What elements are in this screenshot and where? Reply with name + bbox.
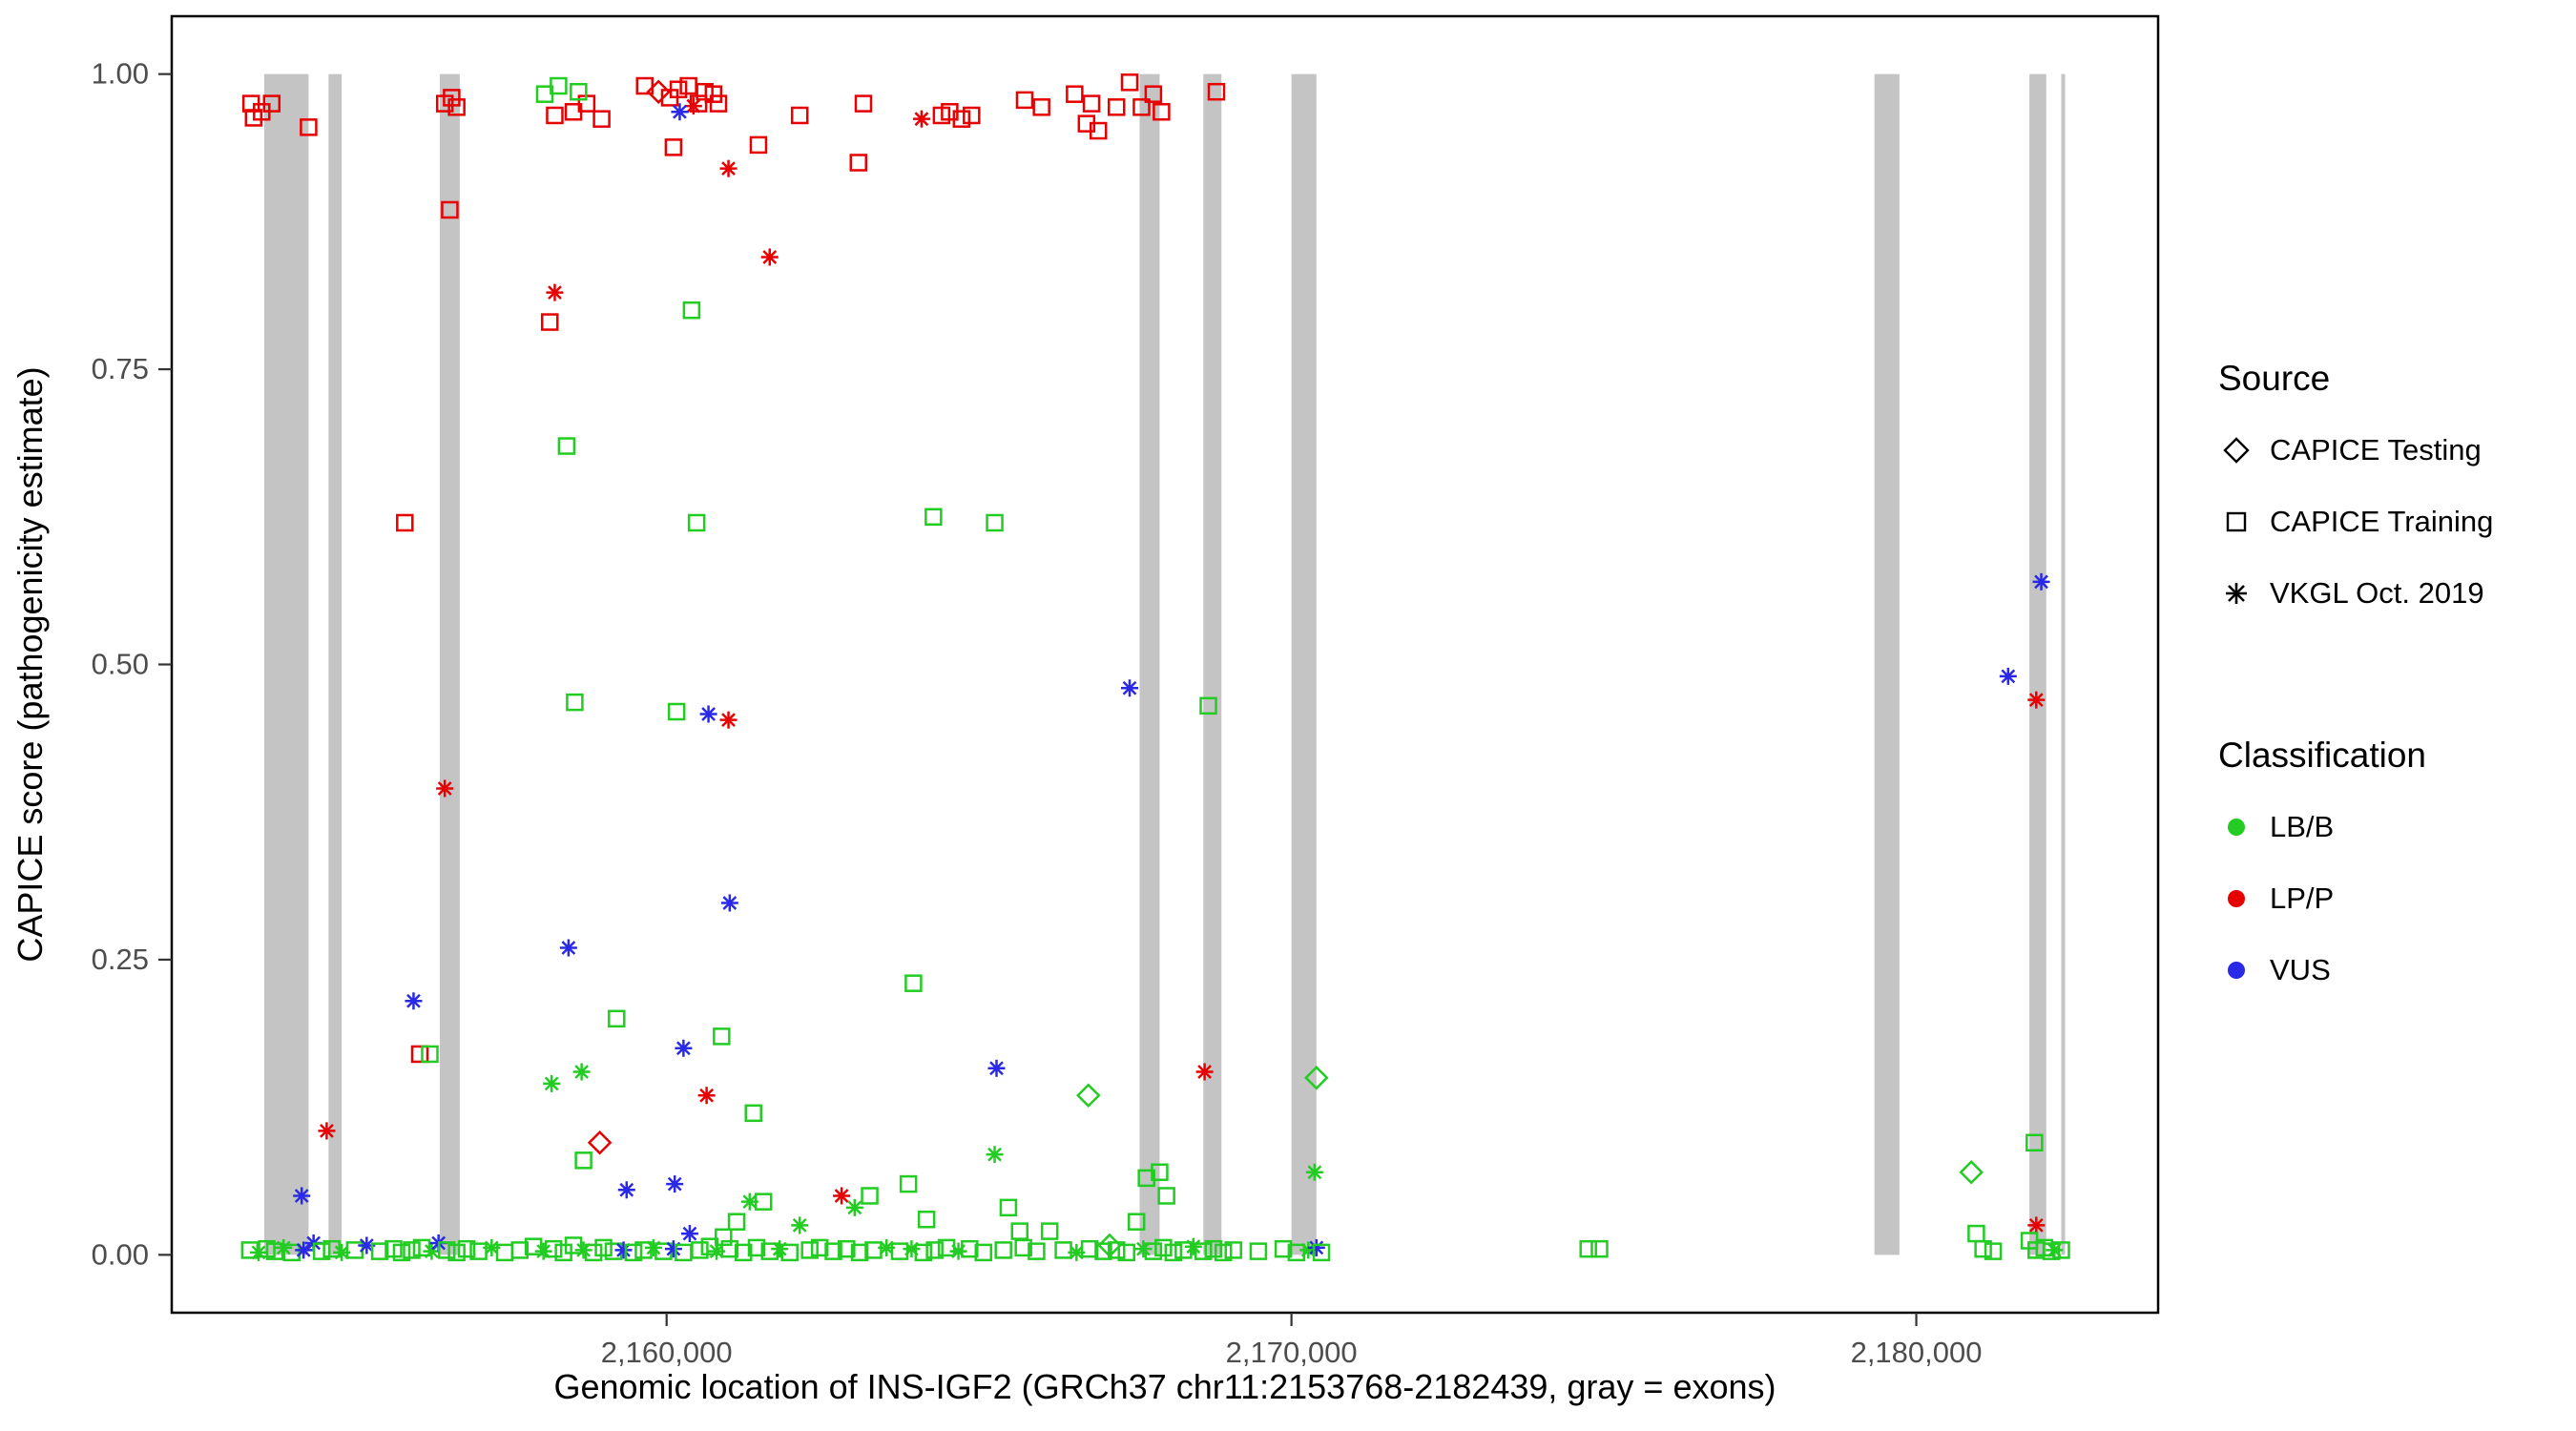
axes: 2,160,000 2,170,000 2,180,000 0.00 0.25 0.50 0… — [10, 57, 1983, 1406]
panel-border — [170, 14, 2160, 1315]
legend-source-title: Source — [2218, 359, 2331, 398]
legend-item-lpp: LP/P — [2218, 862, 2493, 934]
asterisk-icon — [2226, 582, 2247, 604]
y-axis-title: CAPICE score (pathogenicity estimate) — [10, 366, 50, 962]
diamond-icon — [2223, 436, 2250, 464]
square-icon — [2226, 511, 2247, 531]
legend-item-capice-testing: CAPICE Testing — [2218, 414, 2493, 486]
y-tick-label: 0.25 — [92, 943, 149, 976]
legend-group-classification: Classification LB/B LP/P VUS — [2218, 732, 2493, 1006]
legend-label-capice-training: CAPICE Training — [2270, 504, 2494, 538]
legend-item-vkgl: VKGL Oct. 2019 — [2218, 557, 2493, 629]
x-tick-label: 2,160,000 — [601, 1336, 733, 1369]
green-dot-icon — [2228, 818, 2245, 836]
legend-item-capice-training: CAPICE Training — [2218, 486, 2493, 557]
y-tick-label: 0.50 — [92, 648, 149, 681]
red-dot-icon — [2228, 889, 2245, 907]
exon-bands — [263, 73, 2066, 1255]
legend-label-capice-testing: CAPICE Testing — [2270, 432, 2482, 467]
legend-classification-title: Classification — [2218, 736, 2426, 775]
y-tick-label: 0.75 — [92, 352, 149, 385]
x-axis-title: Genomic location of INS-IGF2 (GRCh37 chr… — [553, 1367, 1776, 1406]
y-tick-label: 1.00 — [92, 57, 149, 91]
legend-item-lbb: LB/B — [2218, 791, 2493, 862]
blue-dot-icon — [2228, 961, 2245, 979]
x-tick-label: 2,180,000 — [1851, 1336, 1983, 1369]
x-tick-label: 2,170,000 — [1226, 1336, 1358, 1369]
legend-label-lpp: LP/P — [2270, 881, 2335, 915]
points — [240, 73, 2070, 1262]
legend-group-source: Source CAPICE Testing CAPICE Training VK… — [2218, 355, 2493, 629]
legend-item-vus: VUS — [2218, 934, 2493, 1006]
legend: Source CAPICE Testing CAPICE Training VK… — [2218, 355, 2493, 1006]
legend-label-lbb: LB/B — [2270, 809, 2335, 843]
legend-label-vkgl: VKGL Oct. 2019 — [2270, 575, 2484, 610]
y-tick-label: 0.00 — [92, 1237, 149, 1271]
legend-label-vus: VUS — [2270, 952, 2331, 986]
